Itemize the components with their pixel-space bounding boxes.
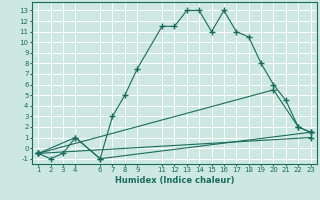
X-axis label: Humidex (Indice chaleur): Humidex (Indice chaleur) <box>115 176 234 185</box>
